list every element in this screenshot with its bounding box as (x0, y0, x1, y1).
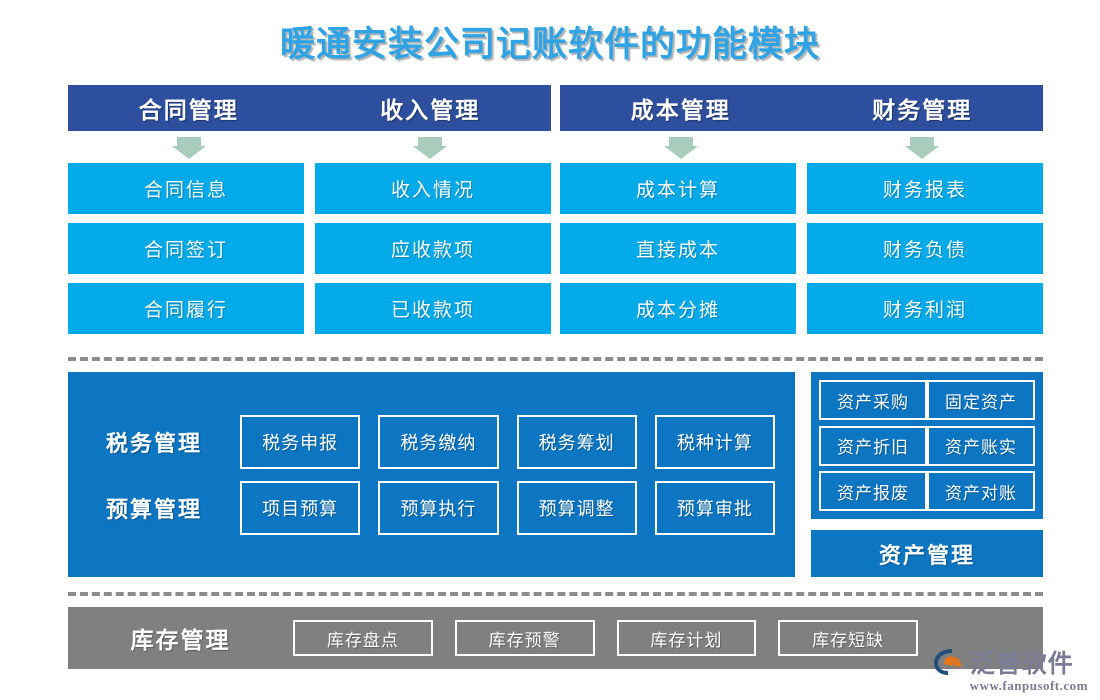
arrow-cell-contract (68, 137, 310, 159)
budget-item[interactable]: 预算审批 (654, 480, 775, 535)
module-header-contract[interactable]: 合同管理 (138, 98, 239, 123)
inventory-management-label: 库存管理 (130, 628, 231, 653)
budget-item[interactable]: 预算调整 (516, 480, 637, 535)
fanpu-logo-icon (933, 649, 961, 675)
arrow-cell-finance (802, 137, 1044, 159)
asset-item[interactable]: 资产采购 (819, 380, 927, 420)
inventory-section: 库存管理 库存盘点 库存预警 库存计划 库存短缺 (68, 607, 1043, 669)
module-item[interactable]: 成本分摊 (560, 283, 796, 334)
module-item[interactable]: 财务负债 (807, 223, 1043, 274)
module-header-row: 合同管理 收入管理 成本管理 财务管理 (68, 85, 1043, 131)
arrow-cell-cost (560, 137, 802, 159)
module-header-cost[interactable]: 成本管理 (630, 98, 731, 123)
middle-modules-section: 税务管理 税务申报 税务缴纳 税务筹划 税种计算 预算管理 项目预算 预算执行 … (68, 372, 1043, 577)
asset-item[interactable]: 资产账实 (927, 425, 1035, 466)
tax-management-row: 税务管理 税务申报 税务缴纳 税务筹划 税种计算 (68, 414, 795, 469)
header-bar-group-2: 成本管理 财务管理 (560, 85, 1043, 131)
column-income: 收入情况 应收款项 已收款项 (315, 163, 551, 343)
budget-management-items: 项目预算 预算执行 预算调整 预算审批 (240, 480, 795, 535)
column-cost: 成本计算 直接成本 成本分摊 (560, 163, 796, 343)
arrow-group-2 (560, 137, 1043, 159)
logo-name: 泛普软件 (969, 651, 1074, 678)
asset-management-panel: 资产采购 固定资产 资产折旧 资产账实 资产报废 资产对账 资产管理 (811, 372, 1043, 577)
tax-item[interactable]: 税务申报 (240, 414, 361, 469)
module-item[interactable]: 成本计算 (560, 163, 796, 214)
module-item[interactable]: 已收款项 (315, 283, 551, 334)
budget-management-row: 预算管理 项目预算 预算执行 预算调整 预算审批 (68, 480, 795, 535)
section-divider-bottom (68, 592, 1043, 596)
logo-main: 泛普软件 (932, 644, 1074, 680)
top-modules-section: 合同管理 收入管理 成本管理 财务管理 合 (68, 85, 1043, 343)
column-finance: 财务报表 财务负债 财务利润 (807, 163, 1043, 343)
module-item[interactable]: 合同签订 (68, 223, 304, 274)
asset-item[interactable]: 固定资产 (927, 380, 1035, 420)
module-item[interactable]: 财务利润 (807, 283, 1043, 334)
module-item[interactable]: 收入情况 (315, 163, 551, 214)
column-group-2: 成本计算 直接成本 成本分摊 财务报表 财务负债 财务利润 (560, 163, 1043, 343)
module-item[interactable]: 直接成本 (560, 223, 796, 274)
asset-row: 资产折旧 资产账实 (819, 425, 1035, 466)
asset-item[interactable]: 资产对账 (927, 471, 1035, 511)
tax-budget-panel: 税务管理 税务申报 税务缴纳 税务筹划 税种计算 预算管理 项目预算 预算执行 … (68, 372, 795, 577)
asset-item[interactable]: 资产报废 (819, 471, 927, 511)
module-header-finance[interactable]: 财务管理 (872, 98, 973, 123)
module-item[interactable]: 财务报表 (807, 163, 1043, 214)
tax-management-label: 税务管理 (105, 430, 202, 456)
arrow-row (68, 137, 1043, 159)
logo-url: www.fanpusoft.com (969, 678, 1088, 693)
budget-item[interactable]: 预算执行 (378, 480, 499, 535)
section-divider-top (68, 357, 1043, 361)
asset-items-grid: 资产采购 固定资产 资产折旧 资产账实 资产报废 资产对账 (811, 372, 1043, 519)
page-title: 暖通安装公司记账软件的功能模块 (279, 25, 820, 64)
module-header-income[interactable]: 收入管理 (380, 98, 481, 123)
budget-item[interactable]: 项目预算 (240, 480, 361, 535)
tax-item[interactable]: 税务筹划 (516, 414, 637, 469)
module-item[interactable]: 合同履行 (68, 283, 304, 334)
inventory-item[interactable]: 库存计划 (616, 620, 757, 656)
inventory-item[interactable]: 库存预警 (454, 620, 595, 656)
arrow-cell-income (310, 137, 552, 159)
inventory-items: 库存盘点 库存预警 库存计划 库存短缺 (293, 620, 1043, 656)
inventory-item[interactable]: 库存短缺 (778, 620, 918, 656)
asset-item[interactable]: 资产折旧 (819, 425, 927, 466)
module-columns-row: 合同信息 合同签订 合同履行 收入情况 应收款项 已收款项 成本计算 直接成本 … (68, 163, 1043, 343)
tax-item[interactable]: 税务缴纳 (378, 414, 499, 469)
column-group-1: 合同信息 合同签订 合同履行 收入情况 应收款项 已收款项 (68, 163, 551, 343)
brand-logo: 泛普软件 www.fanpusoft.com (932, 644, 1088, 694)
arrow-group-1 (68, 137, 551, 159)
tax-management-items: 税务申报 税务缴纳 税务筹划 税种计算 (240, 414, 795, 469)
asset-management-title: 资产管理 (811, 530, 1043, 577)
header-bar-group-1: 合同管理 收入管理 (68, 85, 551, 131)
module-item[interactable]: 合同信息 (68, 163, 304, 214)
inventory-item[interactable]: 库存盘点 (293, 620, 433, 656)
asset-row: 资产报废 资产对账 (819, 471, 1035, 511)
tax-item[interactable]: 税种计算 (654, 414, 775, 469)
column-contract: 合同信息 合同签订 合同履行 (68, 163, 304, 343)
budget-management-label: 预算管理 (105, 496, 202, 522)
asset-row: 资产采购 固定资产 (819, 380, 1035, 420)
module-item[interactable]: 应收款项 (315, 223, 551, 274)
